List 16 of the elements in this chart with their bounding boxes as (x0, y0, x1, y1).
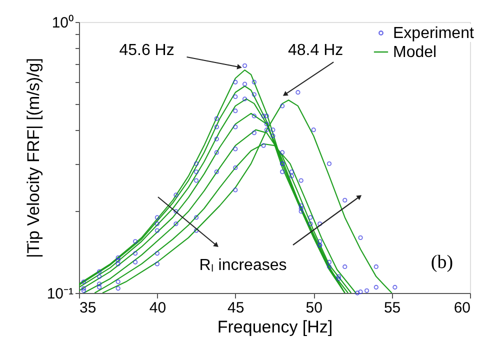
y-tick-label: 10⁰ (52, 14, 74, 32)
legend-label: Model (393, 44, 437, 61)
annotation: Rₗ increases (199, 257, 287, 274)
x-tick-label: 55 (384, 300, 401, 316)
x-tick-label: 35 (80, 300, 96, 316)
x-tick-label: 60 (454, 300, 470, 316)
x-tick-label: 40 (149, 300, 166, 316)
annotation: 48.4 Hz (288, 42, 344, 60)
y-axis-title: |Tip Velocity FRF| [(m/s)/g] (24, 58, 43, 258)
legend-label: Experiment (393, 25, 474, 42)
annotation: (b) (430, 252, 454, 273)
annotation: 45.6 Hz (119, 42, 174, 60)
x-tick-label: 45 (228, 300, 244, 316)
y-tick-label: 10⁻¹ (46, 286, 74, 302)
x-tick-label: 50 (306, 300, 322, 316)
x-axis-title: Frequency [Hz] (217, 318, 333, 336)
